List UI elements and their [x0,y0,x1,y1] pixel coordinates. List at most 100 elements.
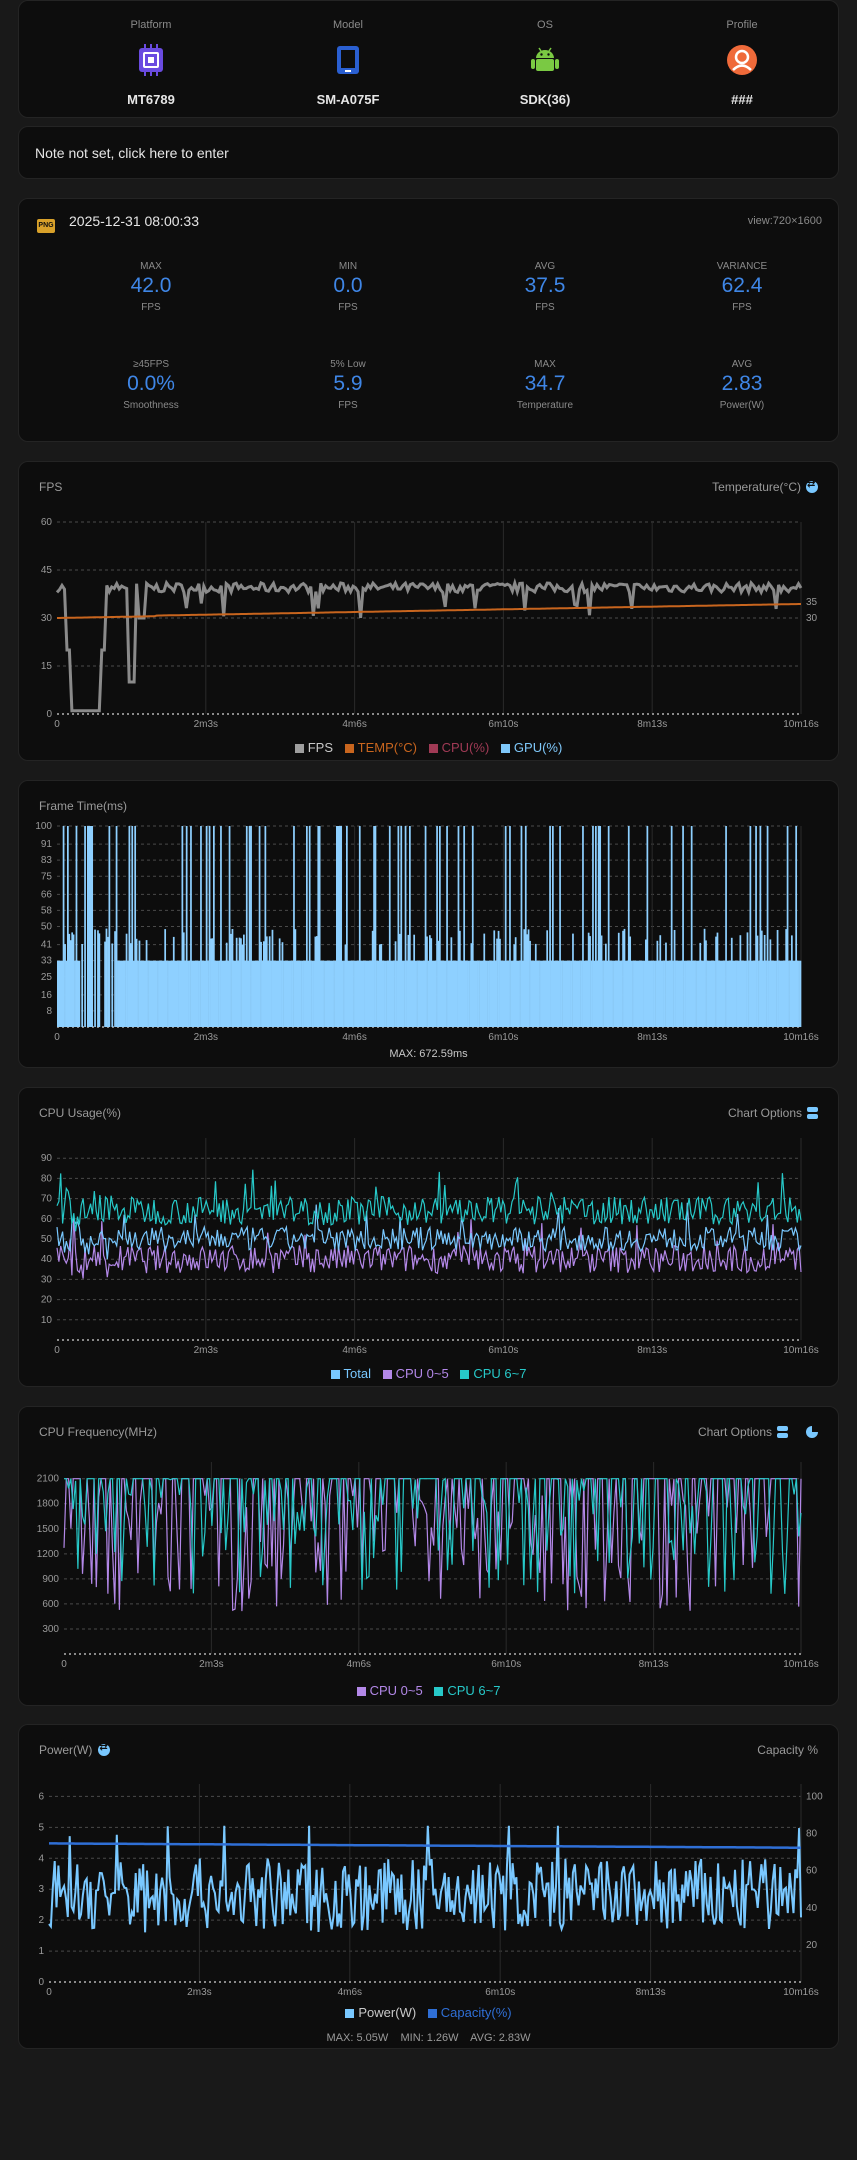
frame-time-bar [546,930,549,1027]
power-title-label: Power(W) [39,1743,93,1757]
frame-time-bar [603,960,606,1027]
stat-unit: Temperature [516,400,574,411]
frame-time-bar [652,960,654,1027]
frame-time-bar [514,937,517,1027]
platform-value: MT6789 [127,92,175,107]
cpu-usage-card: CPU Usage(%) Chart Options 10 20 30 40 50 60 7… [18,1087,839,1387]
cpu-frequency-chart[interactable]: 300 600 900 1200 1500 1800 2100 0 2m3s 4m6s 6m10s 8… [19,1407,840,1707]
frame-time-bar [67,826,69,1027]
chart-options-button[interactable]: Chart Options [698,1425,818,1439]
y-tick-label: 600 [42,1599,59,1610]
frame-time-bar [257,960,260,1027]
legend-gpu[interactable]: GPU(%) [500,740,562,755]
legend-cpu0-5[interactable]: CPU 0~5 [356,1683,423,1698]
stat-variance: VARIANCE 62.4 FPS [642,261,842,313]
stat-avg-fps: AVG 37.5 FPS [445,261,645,313]
frame-time-chart[interactable]: 8 16 25 33 41 50 58 66 75 83 91 100 0 2m3s 4m6s 6m10s 8m… [19,781,840,1069]
note-card[interactable]: Note not set, click here to enter [18,126,839,179]
frame-time-bar [706,960,709,1027]
frame-time-bar [132,960,135,1027]
frame-time-title: Frame Time(ms) [39,799,127,813]
frame-time-bar [474,960,477,1027]
frame-time-bar [599,826,602,1027]
legend-cpu6-7[interactable]: CPU 6~7 [434,1683,500,1698]
frame-time-bar [653,960,656,1027]
png-badge-icon[interactable]: PNG [37,219,55,233]
frame-time-bar [274,960,277,1027]
legend-temp[interactable]: TEMP(°C) [344,740,417,755]
frame-time-bar [522,960,524,1027]
frame-time-bar [795,826,798,1027]
frame-time-bar [630,960,633,1027]
frame-time-bar [593,960,596,1027]
frame-time-bar [662,960,664,1027]
y-tick-label: 3 [38,1884,44,1895]
frame-time-bar [238,937,241,1027]
swap-icon[interactable] [806,479,818,493]
frame-time-bar [105,928,108,1027]
pie-chart-icon[interactable] [806,1426,818,1438]
frame-time-bar [534,943,537,1027]
y-tick-label: 10 [41,1315,53,1326]
frame-time-bar [642,960,644,1027]
layers-icon[interactable] [777,1426,788,1438]
note-text[interactable]: Note not set, click here to enter [35,145,229,161]
profile-label: Profile [726,19,758,31]
frame-time-bar [87,826,89,1027]
frame-time-bar [657,960,660,1027]
frame-time-bar [399,933,401,1027]
frame-time-bar [692,960,695,1027]
swap-icon[interactable] [98,1742,111,1756]
power-title[interactable]: Power(W) [39,1742,111,1757]
frame-time-bar [583,960,586,1027]
y-tick-label: 30 [41,1274,53,1285]
x-tick-label: 2m3s [194,1032,218,1043]
frame-time-bar [720,960,723,1027]
frame-time-bar [574,960,577,1027]
cpu-usage-chart[interactable]: 10 20 30 40 50 60 70 80 90 0 2m3s 4m6s 6m10s 8m13s 10m… [19,1088,840,1388]
frame-time-bar [140,960,142,1027]
profile-icon[interactable] [725,43,759,77]
legend-total[interactable]: Total [330,1366,371,1381]
fps-chart[interactable]: 15 30 45 60 0 2m3s 4m6s 6m10s 8m13s 10m16s 0 30 35 [19,462,840,762]
frame-time-bar [215,960,218,1027]
legend-power[interactable]: Power(W) [345,2005,416,2020]
chart-options-button[interactable]: Chart Options [728,1106,818,1120]
frame-time-bar [91,826,94,1027]
x-tick-label: 0 [54,1345,60,1356]
legend-cpu[interactable]: CPU(%) [428,740,490,755]
frame-time-bar [191,960,194,1027]
temperature-toggle[interactable]: Temperature(°C) [712,479,818,494]
frame-time-bar [353,960,355,1027]
legend-cpu0-5[interactable]: CPU 0~5 [382,1366,449,1381]
frame-time-bar [294,929,297,1027]
frame-time-bar [786,826,789,1027]
frame-time-bar [738,960,740,1027]
frame-time-bar [75,826,78,1027]
frame-time-bar [316,936,318,1027]
x-tick-label: 4m6s [342,719,366,730]
frame-time-bar [300,960,302,1027]
frame-time-bar [134,826,137,1027]
frame-time-bar [150,960,152,1027]
layers-icon[interactable] [807,1107,818,1119]
frame-time-bar [78,960,81,1027]
frame-time-bar [564,960,567,1027]
frame-time-bar [559,826,561,1027]
frame-time-bar [114,931,116,1027]
frame-time-bar [700,960,703,1027]
frame-time-bar [682,826,684,1027]
legend-capacity[interactable]: Capacity(%) [427,2005,512,2020]
frame-time-bar [553,960,556,1027]
frame-time-bar [552,826,554,1027]
frame-time-bar [188,960,191,1027]
stat-unit: FPS [338,400,358,411]
cpu0-5-series-line [56,1214,802,1279]
frame-time-bar [497,930,500,1027]
frame-time-bar [585,960,587,1027]
legend-cpu6-7[interactable]: CPU 6~7 [460,1366,526,1381]
frame-time-bar [383,960,385,1027]
legend-label: CPU(%) [441,740,490,755]
legend-fps[interactable]: FPS [294,740,333,755]
